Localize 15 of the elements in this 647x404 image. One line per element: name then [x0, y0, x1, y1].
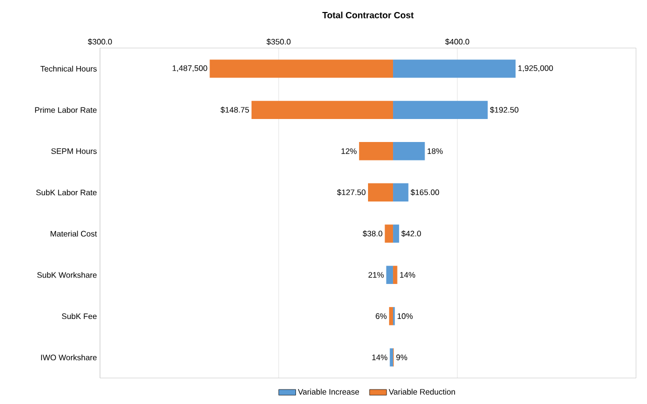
- bar: [393, 100, 488, 119]
- bar: [384, 224, 394, 243]
- bar: [393, 60, 516, 78]
- bar: [210, 60, 394, 78]
- bar: [393, 266, 398, 284]
- bar: [393, 183, 408, 202]
- bar: [390, 348, 394, 366]
- bar: [386, 266, 394, 284]
- bar: [359, 142, 394, 160]
- bar: [252, 100, 394, 119]
- chart-title: Total Contractor Cost: [322, 12, 414, 18]
- bar: [389, 307, 394, 326]
- bar: [368, 183, 394, 202]
- bar: [393, 224, 400, 243]
- bar: [393, 142, 425, 160]
